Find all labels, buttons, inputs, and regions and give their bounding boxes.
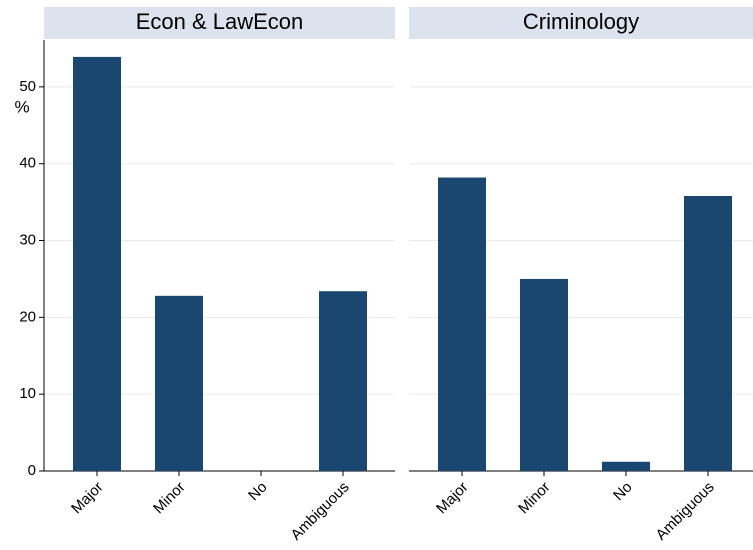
bar xyxy=(602,461,650,471)
bar xyxy=(438,177,486,471)
bar xyxy=(520,278,568,471)
y-tick-label: 30 xyxy=(19,231,36,248)
y-tick-label: 40 xyxy=(19,155,36,172)
x-tick-label: Major xyxy=(68,479,107,518)
x-tick-label: Minor xyxy=(515,479,554,518)
x-tick-label: No xyxy=(610,479,636,505)
panel-title: Econ & LawEcon xyxy=(136,9,304,34)
y-tick-label: 20 xyxy=(19,308,36,325)
bar xyxy=(155,295,203,471)
y-tick-label: 50 xyxy=(19,78,36,95)
y-tick-label: 0 xyxy=(28,462,36,479)
x-tick-label: No xyxy=(245,479,271,505)
panel-title: Criminology xyxy=(523,9,639,34)
x-tick-label: Minor xyxy=(150,479,189,518)
bar xyxy=(319,291,367,471)
panel-header xyxy=(44,7,395,39)
y-axis-label: % xyxy=(14,97,29,116)
x-tick-label: Major xyxy=(433,479,472,518)
y-tick-label: 10 xyxy=(19,385,36,402)
bar xyxy=(73,56,121,471)
x-tick-label: Ambiguous xyxy=(653,479,718,544)
bar xyxy=(684,195,732,472)
panel-header xyxy=(409,7,753,39)
x-tick-label: Ambiguous xyxy=(288,479,353,544)
